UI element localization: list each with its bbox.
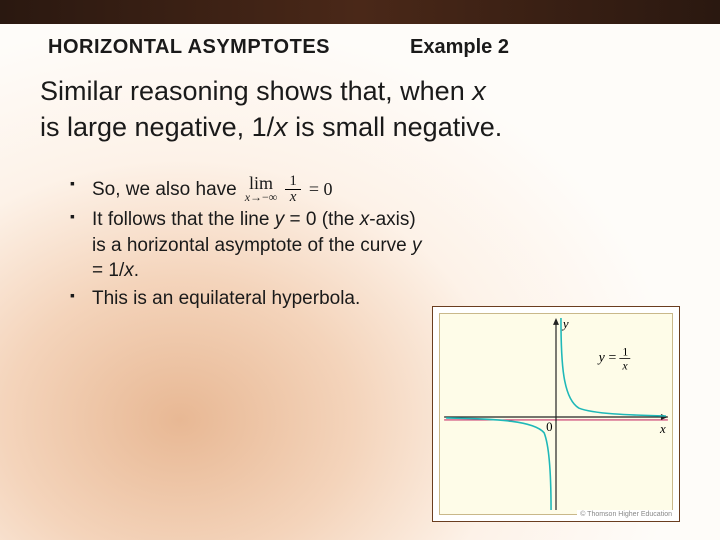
main-line2-a: is large negative, 1/ [40,112,274,142]
main-text: Similar reasoning shows that, when x is … [0,65,720,146]
b2-e: . [134,260,139,281]
graph-plot-area: y x 0 y = 1 x [439,313,673,515]
main-line2-x: x [274,112,288,142]
x-axis-label: x [659,422,666,436]
b2-y: y [275,209,285,230]
lim-frac-den: x [286,190,301,205]
x-axis-arrow-icon [661,414,668,420]
curve-negative-branch [446,418,551,510]
b2-y2: y [412,235,422,256]
curve-positive-branch [561,318,666,416]
b2-x2: x [124,260,134,281]
eq-y: y [597,350,606,365]
lim-rhs: = 0 [309,177,333,201]
graph-container: y x 0 y = 1 x © Thomson Higher Education [432,306,680,522]
origin-label: 0 [546,420,552,434]
lim-sub-arrow: →−∞ [250,190,277,204]
bullet-2: It follows that the line y = 0 (the x-ax… [92,207,680,284]
y-axis-arrow-icon [553,318,559,325]
limit-expression: lim x→−∞ 1 x = 0 [245,174,333,205]
graph-credit: © Thomson Higher Education [577,510,675,519]
b2-b: = 0 (the [284,209,360,230]
main-line2-b: is small negative. [288,112,503,142]
lim-frac-num: 1 [285,174,301,190]
bullet-list: So, we also have lim x→−∞ 1 x = 0 It fol… [0,146,720,312]
header-row: HORIZONTAL ASYMPTOTES Example 2 [0,24,720,65]
eq-num: 1 [622,345,628,359]
example-label: Example 2 [410,36,509,59]
main-line1-a: Similar reasoning shows that, when [40,76,472,106]
bullet-1: So, we also have lim x→−∞ 1 x = 0 [92,174,680,205]
curve-equation-label: y = 1 x [597,345,631,373]
b2-x: x [360,209,370,230]
b2-d: = 1/ [92,260,124,281]
main-line1-x: x [472,76,486,106]
bullet-1-text: So, we also have [92,177,237,203]
graph-svg: y x 0 y = 1 x [440,314,672,514]
section-title: HORIZONTAL ASYMPTOTES [48,36,330,59]
eq-eq: = [608,350,616,365]
b2-a: It follows that the line [92,209,275,230]
eq-den: x [621,358,628,372]
top-accent-bar [0,0,720,24]
y-axis-label: y [561,317,569,331]
